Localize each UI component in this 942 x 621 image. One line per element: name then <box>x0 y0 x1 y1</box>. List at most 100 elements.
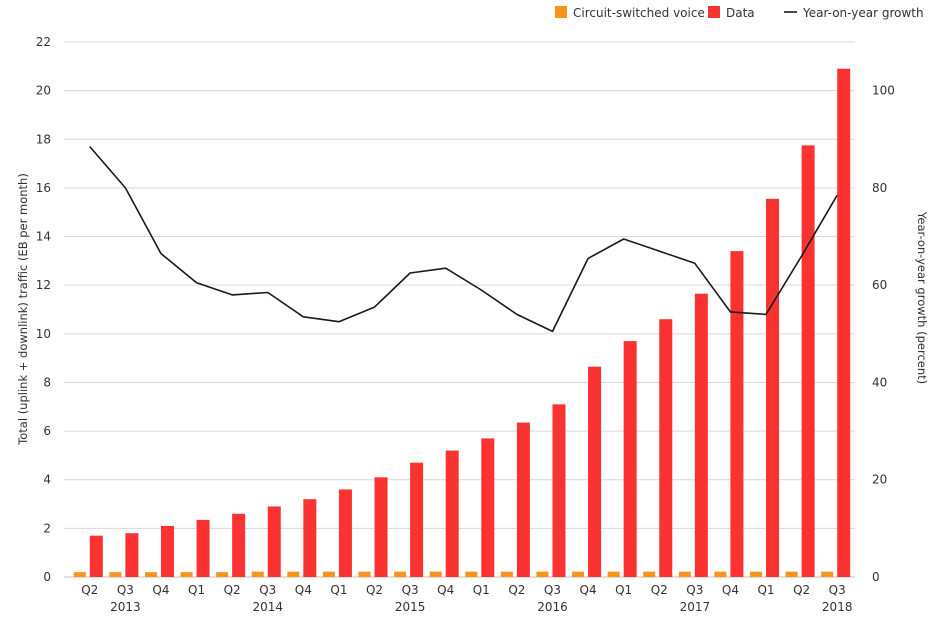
x-tick-label: Q1 <box>330 583 347 597</box>
x-tick-label: Q2 <box>366 583 383 597</box>
legend-label-data: Data <box>726 6 755 20</box>
voice-bar <box>251 571 264 577</box>
voice-bar <box>429 571 442 577</box>
x-tick-label: Q4 <box>580 583 597 597</box>
right-tick-label: 40 <box>872 375 887 389</box>
x-tick-label: Q4 <box>437 583 454 597</box>
voice-bar <box>536 571 549 577</box>
voice-bar <box>465 571 478 577</box>
left-tick-label: 10 <box>36 327 51 341</box>
x-tick-label: Q1 <box>757 583 774 597</box>
x-tick-label: Q3 <box>259 583 276 597</box>
legend-swatch-data <box>708 6 720 18</box>
data-bar <box>338 489 352 577</box>
voice-bar <box>358 571 371 577</box>
x-tick-label: Q4 <box>152 583 169 597</box>
right-tick-label: 0 <box>872 570 880 584</box>
data-bar <box>374 477 388 577</box>
legend-swatch-voice <box>555 6 567 18</box>
data-bar <box>694 293 708 577</box>
x-tick-label: Q3 <box>402 583 419 597</box>
data-bar <box>801 145 815 577</box>
voice-bar <box>394 571 407 577</box>
voice-bars <box>73 571 834 577</box>
x-year-label: 2015 <box>395 600 426 614</box>
data-bar <box>445 450 459 577</box>
x-year-label: 2016 <box>537 600 568 614</box>
x-tick-label: Q3 <box>544 583 561 597</box>
left-tick-label: 18 <box>36 132 51 146</box>
right-tick-label: 20 <box>872 473 887 487</box>
right-tick-label: 100 <box>872 84 895 98</box>
data-bar <box>196 519 210 577</box>
data-bar <box>160 525 174 577</box>
x-year-label: 2013 <box>110 600 141 614</box>
left-axis-title: Total (uplink + downlink) traffic (EB pe… <box>16 173 30 446</box>
data-bar <box>410 462 424 577</box>
left-axis-ticks: 0 2 4 6 8 10 12 14 16 18 20 22 <box>36 35 51 584</box>
voice-bar <box>216 572 229 577</box>
voice-bar <box>109 572 122 577</box>
x-tick-label: Q2 <box>651 583 668 597</box>
x-tick-label: Q4 <box>295 583 312 597</box>
voice-bar <box>714 571 727 577</box>
voice-bar <box>750 571 763 577</box>
x-tick-label: Q4 <box>722 583 739 597</box>
x-year-label: 2014 <box>252 600 283 614</box>
data-bar <box>659 319 673 577</box>
left-tick-label: 16 <box>36 181 51 195</box>
voice-bar <box>607 571 620 577</box>
data-bar <box>481 438 495 577</box>
gridlines <box>64 41 855 578</box>
x-tick-label: Q2 <box>81 583 98 597</box>
right-axis-ticks: 0 20 40 60 80 100 <box>872 84 895 584</box>
voice-bar <box>287 571 300 577</box>
voice-bar <box>144 572 157 577</box>
data-bar <box>588 366 602 577</box>
x-tick-label: Q2 <box>224 583 241 597</box>
voice-bar <box>678 571 691 577</box>
voice-bar <box>572 571 585 577</box>
left-tick-label: 8 <box>43 375 51 389</box>
x-tick-label: Q1 <box>615 583 632 597</box>
right-tick-label: 60 <box>872 278 887 292</box>
left-tick-label: 14 <box>36 230 51 244</box>
left-tick-label: 6 <box>43 424 51 438</box>
data-bar <box>837 68 851 577</box>
left-tick-label: 0 <box>43 570 51 584</box>
data-bar <box>89 535 103 577</box>
left-tick-label: 12 <box>36 278 51 292</box>
x-axis-ticks: Q2 Q3 Q4 Q1 Q2 Q3 Q4 Q1 Q2 Q3 Q4 Q1 Q2 Q3 Q4 Q1 Q2 Q3 Q4 Q1… <box>81 583 852 614</box>
x-tick-label: Q3 <box>686 583 703 597</box>
data-bar <box>125 533 139 577</box>
legend-label-growth: Year-on-year growth <box>802 6 924 20</box>
voice-bar <box>322 571 335 577</box>
left-tick-label: 20 <box>36 84 51 98</box>
voice-bar <box>821 571 834 577</box>
voice-bar <box>785 571 798 577</box>
x-year-label: 2017 <box>680 600 711 614</box>
x-tick-label: Q2 <box>508 583 525 597</box>
right-axis-title: Year-on-year growth (percent) <box>915 211 929 384</box>
voice-bar <box>500 571 513 577</box>
x-tick-label: Q1 <box>473 583 490 597</box>
growth-line <box>89 146 838 333</box>
data-bar <box>516 422 530 577</box>
legend-label-voice: Circuit-switched voice <box>573 6 705 20</box>
growth-line-group <box>89 146 838 333</box>
data-bar <box>232 513 246 577</box>
data-bar <box>623 341 637 577</box>
left-tick-label: 4 <box>43 473 51 487</box>
data-bar <box>267 506 281 577</box>
right-tick-label: 80 <box>872 181 887 195</box>
voice-bar <box>73 572 86 577</box>
data-bar <box>766 198 780 577</box>
voice-bar <box>180 572 193 577</box>
voice-bar <box>643 571 656 577</box>
left-tick-label: 22 <box>36 35 51 49</box>
x-year-label: 2018 <box>822 600 853 614</box>
data-bar <box>303 499 317 577</box>
x-tick-label: Q3 <box>829 583 846 597</box>
data-bar <box>730 251 744 578</box>
